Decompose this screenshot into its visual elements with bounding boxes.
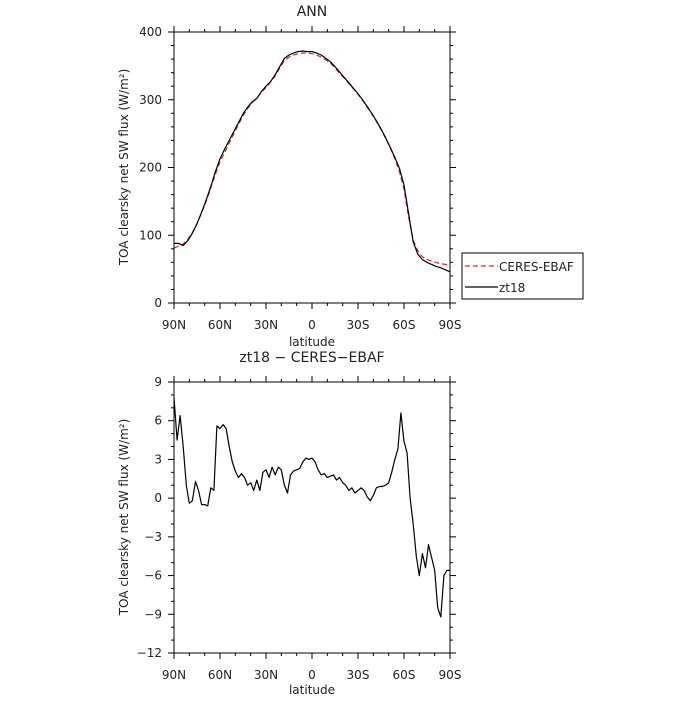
x-tick-label: 30S	[347, 318, 370, 332]
bottom-panel-title: zt18 − CERES−EBAF	[239, 350, 384, 366]
bottom-panel: zt18 − CERES−EBAF 90N 60N 30N 0 30S 60S 90S −1…	[117, 350, 461, 697]
x-tick-label: 90N	[162, 668, 186, 682]
y-tick-label: 300	[139, 93, 162, 107]
y-tick-label: −6	[144, 569, 162, 583]
x-tick-label: 60S	[393, 318, 416, 332]
x-tick-label: 60N	[208, 668, 232, 682]
top-panel-legend: CERES-EBAF zt18	[461, 252, 584, 300]
bottom-panel-ticks	[168, 376, 456, 659]
x-tick-label: 0	[308, 668, 316, 682]
x-tick-label: 60S	[393, 668, 416, 682]
top-panel-ticks	[168, 26, 456, 309]
top-panel: ANN 90N 60N 30N 0 30S 60S 90S 0 100 200 300 400 la…	[117, 4, 584, 349]
y-tick-label: 100	[139, 228, 162, 242]
legend-box	[461, 252, 584, 300]
y-tick-label: −12	[137, 646, 162, 660]
top-panel-lines	[173, 50, 451, 273]
x-tick-label: 30N	[254, 668, 278, 682]
x-tick-label: 30S	[347, 668, 370, 682]
x-tick-label: 90N	[162, 318, 186, 332]
bottom-panel-y-axis-label: TOA clearsky net SW flux (W/m²)	[117, 419, 131, 617]
x-tick-label: 0	[308, 318, 316, 332]
bottom-panel-y-tick-labels: −12 −9 −6 −3 0 3 6 9	[137, 375, 162, 660]
top-panel-x-tick-labels: 90N 60N 30N 0 30S 60S 90S	[162, 318, 462, 332]
y-tick-label: 400	[139, 25, 162, 39]
bottom-panel-x-axis-label: latitude	[289, 683, 335, 697]
y-tick-label: −3	[144, 530, 162, 544]
y-tick-label: 200	[139, 161, 162, 175]
top-panel-title: ANN	[297, 4, 328, 20]
x-tick-label: 60N	[208, 318, 232, 332]
bottom-panel-frame	[173, 381, 451, 654]
y-tick-label: 0	[154, 491, 162, 505]
series-line-ceres-ebaf	[173, 52, 451, 266]
top-panel-frame	[173, 31, 451, 304]
y-tick-label: 3	[154, 452, 162, 466]
y-tick-label: 0	[154, 296, 162, 310]
top-panel-x-axis-label: latitude	[289, 335, 335, 349]
y-tick-label: 9	[154, 375, 162, 389]
x-tick-label: 90S	[439, 668, 462, 682]
series-line-zt18	[174, 50, 451, 273]
y-tick-label: −9	[144, 607, 162, 621]
series-line-zt18-ceres-ebaf	[173, 397, 450, 618]
bottom-panel-x-tick-labels: 90N 60N 30N 0 30S 60S 90S	[162, 668, 462, 682]
legend-label-zt18: zt18	[499, 281, 525, 295]
x-tick-label: 30N	[254, 318, 278, 332]
top-panel-y-tick-labels: 0 100 200 300 400	[139, 25, 162, 310]
top-panel-y-axis-label: TOA clearsky net SW flux (W/m²)	[117, 69, 131, 267]
x-tick-label: 90S	[439, 318, 462, 332]
legend-label-ceres: CERES-EBAF	[499, 260, 574, 274]
bottom-panel-lines	[173, 397, 450, 618]
y-tick-label: 6	[154, 414, 162, 428]
